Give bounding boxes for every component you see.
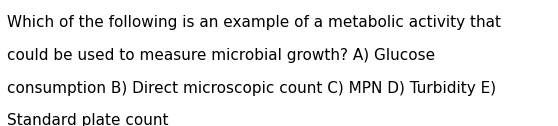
- Text: consumption B) Direct microscopic count C) MPN D) Turbidity E): consumption B) Direct microscopic count …: [7, 81, 497, 96]
- Text: Which of the following is an example of a metabolic activity that: Which of the following is an example of …: [7, 15, 501, 30]
- Text: could be used to measure microbial growth? A) Glucose: could be used to measure microbial growt…: [7, 48, 435, 63]
- Text: Standard plate count: Standard plate count: [7, 113, 169, 126]
